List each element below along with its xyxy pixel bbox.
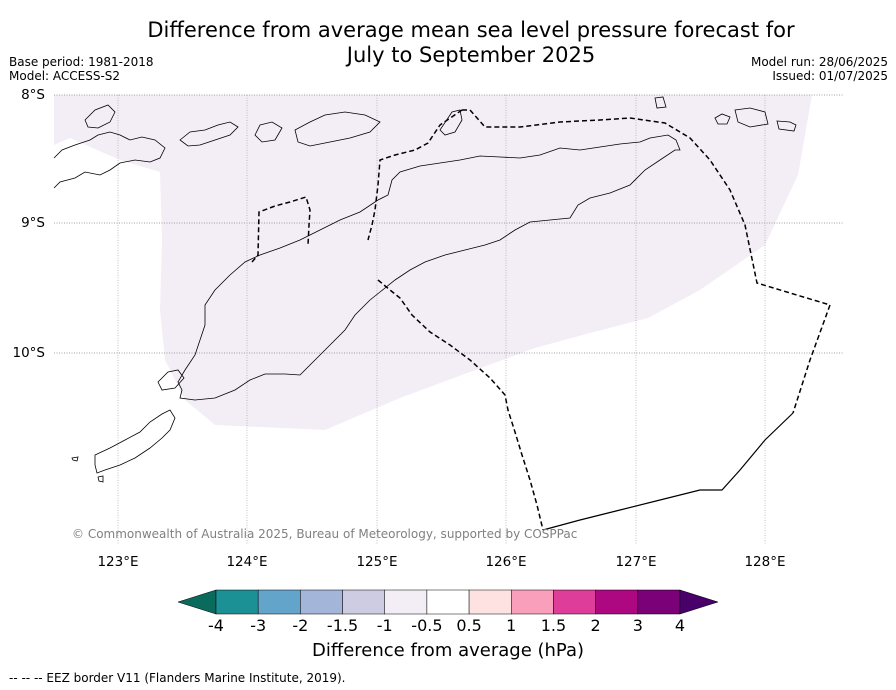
- colorbar-segment: [637, 589, 681, 615]
- eez-border-oecusse: [251, 196, 311, 263]
- colorbar-segment: [511, 589, 554, 615]
- base-period: Base period: 1981-2018: [9, 55, 154, 69]
- colorbar-tick-label: 2: [591, 616, 601, 635]
- coastlines: [53, 96, 797, 483]
- colorbar-ticks: -4 -3 -2 -1.5 -1 -0.5 0.5 1 1.5 2 3 4: [208, 616, 685, 635]
- small-island-5: [254, 121, 283, 143]
- issued-date: Issued: 01/07/2025: [772, 69, 888, 83]
- lon-label-128e: 128°E: [744, 554, 785, 570]
- meta-right: Model run: 28/06/2025 Issued: 01/07/2025: [751, 55, 888, 83]
- colorbar-segment: [595, 589, 639, 615]
- colorbar-tick-label: -4: [208, 616, 224, 635]
- colorbar-label: Difference from average (hPa): [311, 640, 585, 661]
- pantar-coastline: [84, 104, 116, 129]
- colorbar-tick-label: 3: [633, 616, 643, 635]
- model-name: Model: ACCESS-S2: [9, 69, 121, 83]
- meta-left: Base period: 1981-2018 Model: ACCESS-S2: [9, 55, 154, 83]
- colorbar-segment: [300, 589, 343, 615]
- semau-coastline: [157, 369, 185, 391]
- lon-gridlines: [117, 95, 766, 545]
- colorbar-segment: [384, 589, 428, 615]
- colorbar-segment: [426, 589, 470, 615]
- colorbar: -4 -3 -2 -1.5 -1 -0.5 0.5 1 1.5 2 3 4: [177, 589, 719, 635]
- eez-footnote: -- -- -- EEZ border V11 (Flanders Marine…: [9, 671, 346, 685]
- lon-label-124e: 124°E: [226, 554, 267, 570]
- alor-coastline: [179, 121, 239, 147]
- colorbar-tick-label: 4: [675, 616, 685, 635]
- map-title-line2: July to September 2025: [346, 43, 596, 67]
- colorbar-tick-label: -1: [377, 616, 393, 635]
- lon-label-126e: 126°E: [485, 554, 526, 570]
- lat-label-9s: 9°S: [21, 215, 45, 231]
- colorbar-tick-label: 1.5: [541, 616, 566, 635]
- lon-label-125e: 125°E: [356, 554, 397, 570]
- copyright-notice: © Commonwealth of Australia 2025, Bureau…: [72, 527, 577, 541]
- colorbar-segment: [257, 589, 301, 615]
- colorbar-segment: [553, 589, 596, 615]
- colorbar-tick-label: -2: [292, 616, 308, 635]
- colorbar-tick-label: 1: [506, 616, 516, 635]
- eez-border-north: [367, 109, 463, 241]
- lat-label-8s: 8°S: [21, 87, 45, 103]
- colorbar-tick-label: -0.5: [411, 616, 442, 635]
- colorbar-segment: [468, 589, 512, 615]
- lat-gridlines: [54, 94, 843, 354]
- colorbar-segment: [215, 589, 259, 615]
- map-title-line1: Difference from average mean sea level p…: [147, 18, 795, 42]
- small-island-4: [776, 120, 797, 132]
- map-title: Difference from average mean sea level p…: [0, 18, 896, 68]
- small-island-3: [734, 107, 769, 128]
- small-island-2: [714, 113, 731, 125]
- wetar-coastline: [294, 111, 381, 147]
- small-island-7: [97, 475, 104, 483]
- colorbar-extend-high: [679, 589, 719, 615]
- model-run: Model run: 28/06/2025: [750, 55, 888, 69]
- colorbar-tick-label: -1.5: [327, 616, 358, 635]
- colorbar-tick-label: -3: [250, 616, 266, 635]
- lat-label-10s: 10°S: [13, 345, 46, 361]
- eez-border-south: [377, 279, 544, 531]
- colorbar-segments: [215, 589, 681, 615]
- flores-east-coastline: [53, 131, 166, 189]
- rote-coastline: [94, 409, 176, 474]
- colorbar-extend-low: [177, 589, 217, 615]
- eez-borders: [251, 109, 831, 531]
- forecast-anomaly-area: [54, 95, 812, 430]
- lon-label-127e: 127°E: [615, 554, 656, 570]
- small-island-1: [654, 96, 667, 109]
- colorbar-tick-label: 0.5: [456, 616, 481, 635]
- lon-label-123e: 123°E: [97, 554, 138, 570]
- eez-border-timor-leste: [462, 109, 831, 414]
- small-island-6: [71, 456, 79, 462]
- colorbar-segment: [342, 589, 385, 615]
- atauro-coastline: [439, 109, 463, 136]
- eez-border-southeast: [542, 412, 794, 531]
- timor-coastline: [177, 134, 681, 401]
